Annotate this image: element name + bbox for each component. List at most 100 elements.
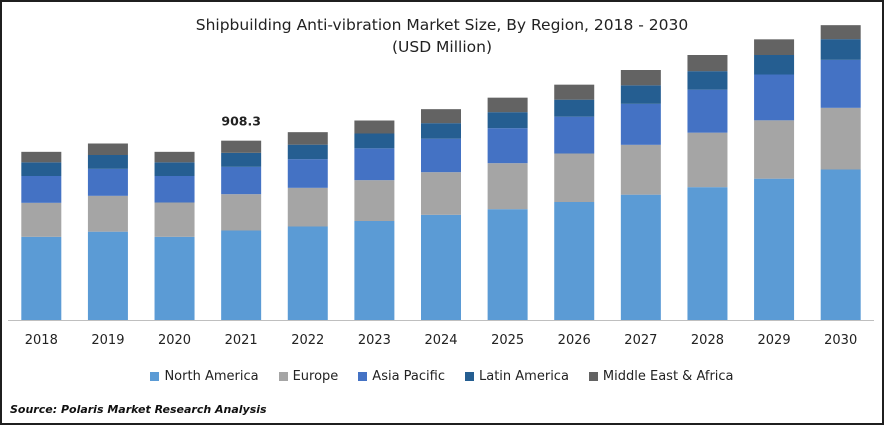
bar-segment-2030-asia-pacific	[820, 59, 861, 108]
bar-segment-2025-north-america	[487, 209, 528, 320]
bar-segment-2021-asia-pacific	[221, 166, 262, 195]
bar-segment-2022-asia-pacific	[287, 159, 328, 188]
bar-segment-2030-latin-america	[820, 39, 861, 60]
x-tick-label: 2018	[25, 333, 58, 348]
bar-segment-2027-europe	[620, 144, 661, 195]
bar-segment-2023-asia-pacific	[354, 148, 395, 181]
bar-segment-2025-europe	[487, 163, 528, 210]
bar-segment-2024-asia-pacific	[421, 138, 461, 173]
bar-segment-2028-asia-pacific	[687, 89, 728, 133]
legend-item: Latin America	[465, 369, 569, 384]
legend-item: Europe	[278, 369, 339, 384]
bar-segment-2028-north-america	[687, 187, 728, 320]
x-tick-label: 2025	[491, 333, 524, 348]
bar-segment-2020-middle-east-africa	[154, 151, 195, 163]
chart-title: Shipbuilding Anti-vibration Market Size,…	[195, 16, 689, 34]
x-tick-label: 2021	[225, 333, 258, 348]
bar-segment-2018-asia-pacific	[21, 176, 62, 203]
bar-segment-2022-latin-america	[287, 144, 328, 160]
bar-segment-2027-latin-america	[620, 85, 661, 104]
bar-segment-2025-asia-pacific	[487, 128, 528, 164]
bar-segment-2028-middle-east-africa	[687, 55, 728, 72]
bar-segment-2022-north-america	[287, 226, 328, 320]
data-label: 908.3	[221, 114, 261, 129]
bar-segment-2030-north-america	[820, 169, 861, 320]
bar-segment-2019-middle-east-africa	[87, 143, 128, 155]
bar-segment-2019-latin-america	[87, 155, 128, 169]
bar-segment-2025-middle-east-africa	[487, 97, 528, 113]
legend-label: Latin America	[479, 369, 569, 384]
bar-segment-2030-europe	[820, 107, 861, 170]
bar-segment-2024-north-america	[421, 214, 461, 320]
bar-segment-2026-latin-america	[554, 99, 595, 117]
bar-segment-2020-europe	[154, 202, 195, 237]
legend-label: North America	[164, 369, 259, 384]
x-tick-label: 2028	[691, 333, 724, 348]
legend-item: North America	[150, 369, 259, 384]
x-tick-label: 2023	[358, 333, 391, 348]
bar-segment-2028-europe	[687, 132, 728, 188]
bar-segment-2020-latin-america	[154, 162, 195, 176]
bar-segment-2026-asia-pacific	[554, 116, 595, 154]
bar-segment-2029-europe	[754, 120, 795, 179]
stacked-bar-chart: 2018 2019 2020 2021 908.3 2022 2023 2024 2025 202…	[8, 25, 874, 348]
bar-segment-2023-europe	[354, 180, 395, 221]
bar-segment-2026-europe	[554, 153, 595, 202]
legend-swatch	[358, 372, 368, 381]
legend-label: Europe	[292, 369, 339, 384]
legend-swatch	[465, 372, 474, 381]
bar-segment-2021-north-america	[221, 230, 262, 320]
bar-segment-2029-north-america	[754, 178, 795, 320]
bar-segment-2019-north-america	[87, 231, 128, 320]
bar-segment-2024-middle-east-africa	[421, 109, 461, 124]
bar-segment-2029-middle-east-africa	[754, 39, 795, 55]
legend-label: Asia Pacific	[372, 369, 445, 384]
bar-segment-2023-middle-east-africa	[354, 120, 395, 134]
x-tick-label: 2022	[291, 333, 324, 348]
bar-segment-2022-europe	[287, 187, 328, 227]
x-tick-label: 2024	[424, 333, 457, 348]
bar-segment-2018-latin-america	[21, 162, 62, 176]
legend-label: Middle East & Africa	[602, 369, 734, 384]
bar-segment-2020-asia-pacific	[154, 176, 195, 203]
bar-segment-2027-north-america	[620, 194, 661, 320]
bar-segment-2029-asia-pacific	[754, 74, 795, 121]
bar-segment-2028-latin-america	[687, 71, 728, 90]
bar-segment-2021-middle-east-africa	[221, 140, 262, 153]
legend-item: Asia Pacific	[358, 369, 445, 384]
legend-swatch	[150, 372, 160, 381]
bar-segment-2025-latin-america	[487, 112, 528, 129]
bar-segment-2018-north-america	[21, 236, 62, 320]
bar-segment-2022-middle-east-africa	[287, 132, 328, 145]
bar-segment-2020-north-america	[154, 236, 195, 320]
bar-segment-2018-europe	[21, 202, 62, 237]
bar-segment-2029-latin-america	[754, 55, 795, 75]
bar-segment-2023-latin-america	[354, 133, 395, 149]
bar-segment-2027-middle-east-africa	[620, 70, 661, 86]
source-note: Source: Polaris Market Research Analysis	[10, 403, 267, 416]
x-tick-label: 2030	[824, 333, 857, 348]
bar-segment-2019-europe	[87, 195, 128, 232]
bar-segment-2019-asia-pacific	[87, 168, 128, 196]
chart-subtitle: (USD Million)	[391, 38, 493, 56]
chart-legend: North America Europe Asia Pacific Latin Ame…	[2, 369, 882, 384]
bar-segment-2024-latin-america	[421, 123, 461, 139]
legend-item: Middle East & Africa	[588, 369, 734, 384]
legend-swatch	[588, 372, 598, 381]
x-tick-label: 2029	[758, 333, 791, 348]
x-tick-label: 2027	[624, 333, 657, 348]
bar-segment-2021-latin-america	[221, 152, 262, 167]
bar-segment-2030-middle-east-africa	[820, 25, 861, 40]
bar-segment-2023-north-america	[354, 221, 395, 320]
bar-segment-2021-europe	[221, 194, 262, 231]
bar-segment-2026-middle-east-africa	[554, 84, 595, 100]
bar-segment-2024-europe	[421, 172, 461, 215]
x-tick-label: 2020	[158, 333, 191, 348]
x-tick-label: 2019	[91, 333, 124, 348]
bar-segment-2026-north-america	[554, 202, 595, 320]
legend-swatch	[278, 372, 288, 381]
bar-segment-2018-middle-east-africa	[21, 151, 62, 163]
bar-segment-2027-asia-pacific	[620, 103, 661, 145]
x-tick-label: 2026	[558, 333, 591, 348]
